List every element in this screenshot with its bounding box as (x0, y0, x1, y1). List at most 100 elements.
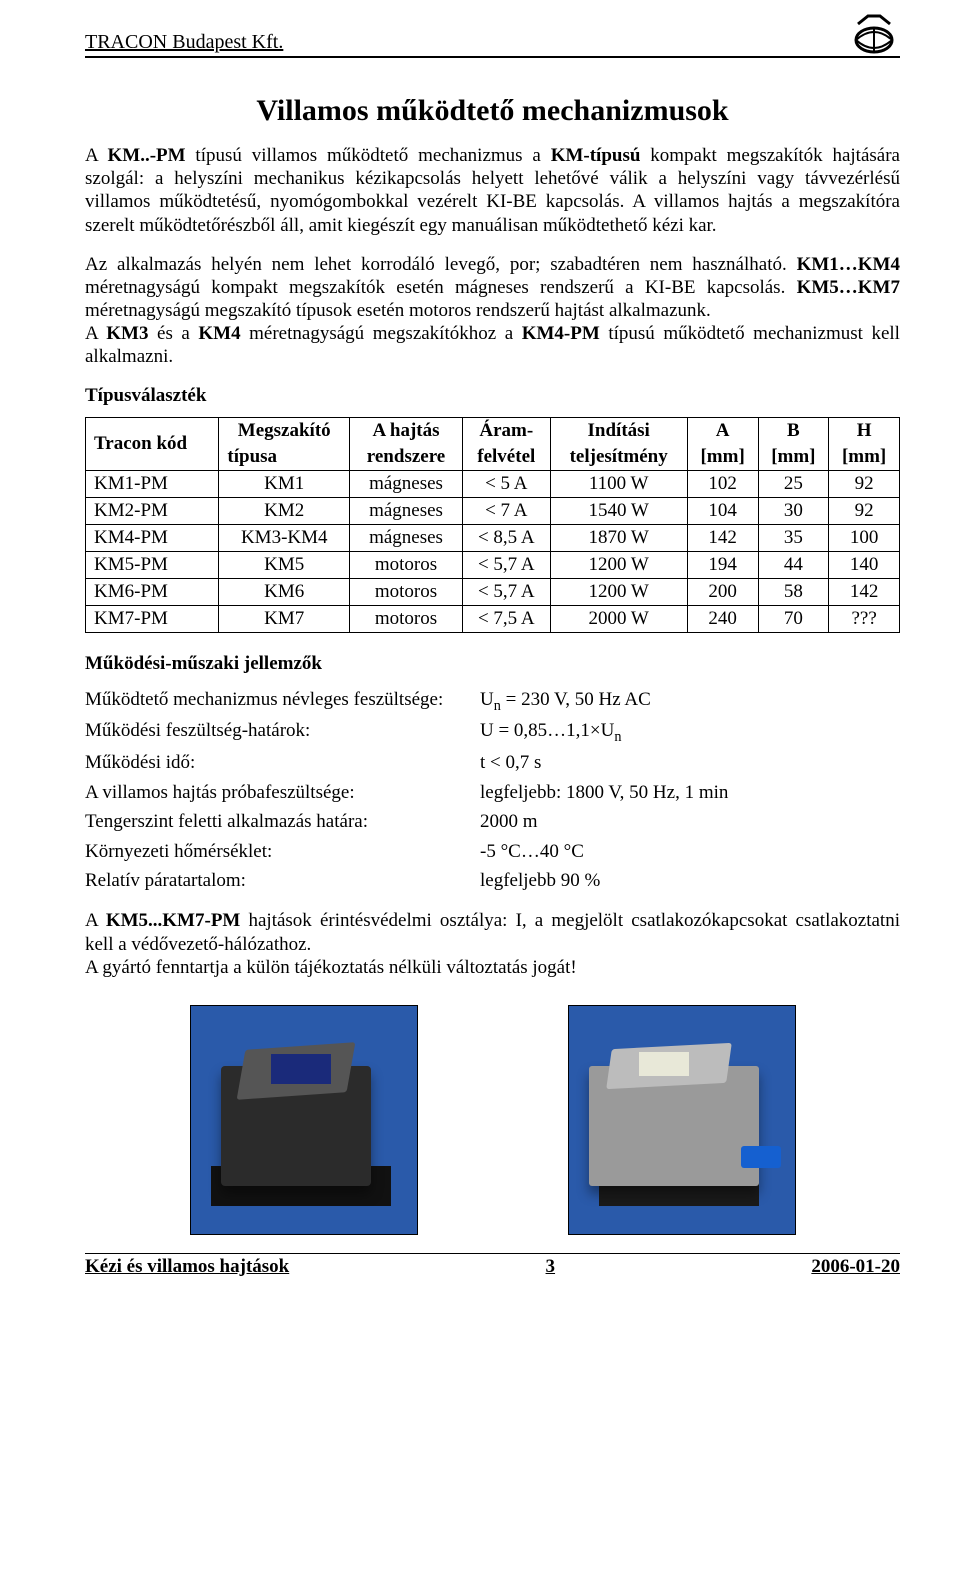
table-cell: 70 (758, 605, 829, 632)
table-row: KM6-PMKM6motoros< 5,7 A1200 W20058142 (86, 578, 900, 605)
table-cell: 100 (829, 524, 900, 551)
th: [mm] (758, 444, 829, 471)
th: Megszakító (219, 417, 350, 444)
spec-row: Működési feszültség-határok:U = 0,85…1,1… (85, 716, 900, 748)
product-photos (85, 1005, 900, 1235)
text: méretnagyságú megszakító típusok esetén … (85, 300, 711, 321)
table-cell: mágneses (350, 524, 463, 551)
th: B (758, 417, 829, 444)
text: típusú villamos működtető mechanizmus a (186, 145, 551, 166)
paragraph-2: Az alkalmazás helyén nem lehet korrodáló… (85, 253, 900, 323)
table-cell: KM2-PM (86, 497, 219, 524)
table-cell: 1100 W (550, 470, 687, 497)
text-bold: KM5...KM7-PM (106, 910, 241, 931)
spec-row: Működtető mechanizmus névleges feszültsé… (85, 685, 900, 717)
table-cell: 140 (829, 551, 900, 578)
table-cell: 92 (829, 497, 900, 524)
types-table: Tracon kód Megszakító A hajtás Áram- Ind… (85, 417, 900, 633)
table-cell: KM1 (219, 470, 350, 497)
product-photo-1 (190, 1005, 418, 1235)
text-bold: KM4-PM (522, 323, 600, 344)
text: méretnagyságú kompakt megszakítók esetén… (85, 277, 797, 298)
table-cell: 240 (687, 605, 758, 632)
spec-label: Környezeti hőmérséklet: (85, 837, 480, 866)
text-bold: KM3 (106, 323, 148, 344)
table-cell: 2000 W (550, 605, 687, 632)
spec-value: U = 0,85…1,1×Un (480, 716, 900, 748)
table-cell: 25 (758, 470, 829, 497)
table-cell: 102 (687, 470, 758, 497)
text-bold: KM..-PM (108, 145, 186, 166)
spec-label: Tengerszint feletti alkalmazás határa: (85, 807, 480, 836)
spec-value: t < 0,7 s (480, 748, 900, 777)
specs-list: Működtető mechanizmus névleges feszültsé… (85, 685, 900, 896)
th: A (687, 417, 758, 444)
company-logo-icon (848, 14, 900, 54)
spec-value: 2000 m (480, 807, 900, 836)
table-row: KM1-PMKM1mágneses< 5 A1100 W1022592 (86, 470, 900, 497)
table-cell: mágneses (350, 497, 463, 524)
th: Indítási (550, 417, 687, 444)
footer-left: Kézi és villamos hajtások (85, 1256, 289, 1278)
table-cell: KM6 (219, 578, 350, 605)
table-cell: < 5,7 A (462, 578, 550, 605)
intro-paragraph: A KM..-PM típusú villamos működtető mech… (85, 144, 900, 237)
table-cell: KM5-PM (86, 551, 219, 578)
table-cell: < 5 A (462, 470, 550, 497)
text: A (85, 910, 106, 931)
page-footer: Kézi és villamos hajtások 3 2006-01-20 (85, 1253, 900, 1278)
th: [mm] (687, 444, 758, 471)
th: [mm] (829, 444, 900, 471)
spec-row: Tengerszint feletti alkalmazás határa:20… (85, 807, 900, 836)
table-cell: 104 (687, 497, 758, 524)
text-bold: KM4 (198, 323, 240, 344)
th-tracon-kod: Tracon kód (86, 417, 219, 470)
spec-row: Relatív páratartalom:legfeljebb 90 % (85, 866, 900, 895)
table-cell: KM7 (219, 605, 350, 632)
table-cell: 142 (687, 524, 758, 551)
table-cell: 1540 W (550, 497, 687, 524)
disclaimer: A gyártó fenntartja a külön tájékoztatás… (85, 956, 900, 979)
table-row: KM4-PMKM3-KM4mágneses< 8,5 A1870 W142351… (86, 524, 900, 551)
table-cell: 35 (758, 524, 829, 551)
table-cell: 1200 W (550, 551, 687, 578)
table-cell: < 7 A (462, 497, 550, 524)
table-cell: KM2 (219, 497, 350, 524)
spec-value: legfeljebb: 1800 V, 50 Hz, 1 min (480, 778, 900, 807)
table-cell: < 8,5 A (462, 524, 550, 551)
table-row: KM7-PMKM7motoros< 7,5 A2000 W24070??? (86, 605, 900, 632)
table-cell: 58 (758, 578, 829, 605)
table-row: KM5-PMKM5motoros< 5,7 A1200 W19444140 (86, 551, 900, 578)
text-bold: KM1…KM4 (797, 254, 900, 275)
text: méretnagyságú megszakítókhoz a (241, 323, 522, 344)
table-cell: < 5,7 A (462, 551, 550, 578)
spec-row: A villamos hajtás próbafeszültsége:legfe… (85, 778, 900, 807)
th: Áram- (462, 417, 550, 444)
table-cell: 1870 W (550, 524, 687, 551)
table-cell: motoros (350, 605, 463, 632)
page-title: Villamos működtető mechanizmusok (85, 94, 900, 128)
table-cell: KM3-KM4 (219, 524, 350, 551)
spec-row: Működési idő:t < 0,7 s (85, 748, 900, 777)
table-row: KM2-PMKM2mágneses< 7 A1540 W1043092 (86, 497, 900, 524)
spec-label: Működési idő: (85, 748, 480, 777)
th: H (829, 417, 900, 444)
table-cell: motoros (350, 578, 463, 605)
th: típusa (219, 444, 350, 471)
table-cell: 44 (758, 551, 829, 578)
table-cell: 142 (829, 578, 900, 605)
table-cell: < 7,5 A (462, 605, 550, 632)
text: és a (148, 323, 198, 344)
spec-value: -5 °C…40 °C (480, 837, 900, 866)
table-cell: KM1-PM (86, 470, 219, 497)
table-cell: ??? (829, 605, 900, 632)
text: Az alkalmazás helyén nem lehet korrodáló… (85, 254, 797, 275)
company-name: TRACON Budapest Kft. (85, 31, 283, 54)
th: teljesítmény (550, 444, 687, 471)
table-cell: KM5 (219, 551, 350, 578)
text: A (85, 323, 106, 344)
table-cell: 30 (758, 497, 829, 524)
spec-label: Működési feszültség-határok: (85, 716, 480, 748)
table-cell: KM6-PM (86, 578, 219, 605)
footer-date: 2006-01-20 (811, 1256, 900, 1278)
